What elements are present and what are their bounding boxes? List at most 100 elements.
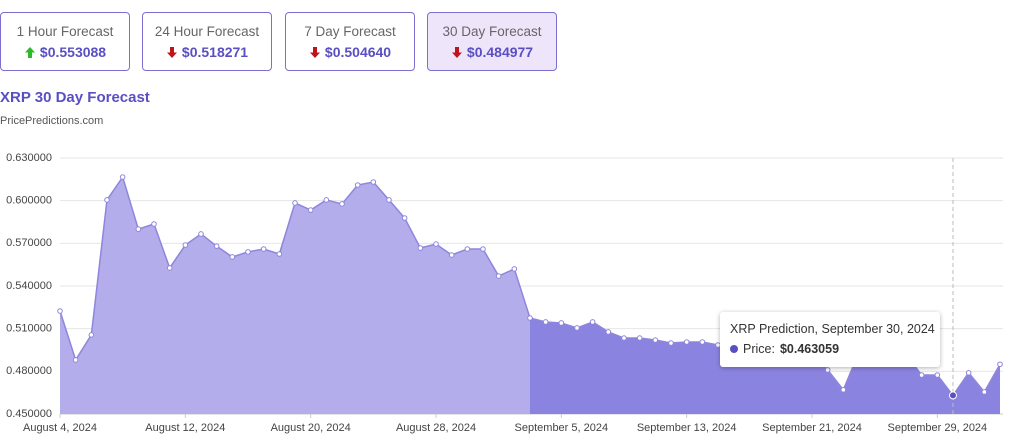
tab-title: 24 Hour Forecast [154,24,260,39]
arrow-down [166,46,177,58]
data-point [934,372,941,378]
data-point [683,339,690,345]
data-point [621,335,627,341]
y-tick-label: 0.600000 [6,195,52,207]
x-tick-label: September 21, 2024 [762,422,862,434]
data-point [182,242,189,248]
arrow-shape [166,46,177,58]
data-point [824,367,831,373]
arrow-down [451,46,462,58]
tab-value: $0.518271 [181,44,249,60]
data-point [213,243,220,249]
data-point [605,329,612,335]
tab-value-row: $0.484977 [428,44,556,60]
data-point [292,200,298,206]
arrow-shape [24,46,35,58]
data-point [119,174,126,180]
data-point [511,266,518,272]
history-area [60,177,530,414]
data-point [433,241,439,247]
tab-value-row: $0.504640 [286,44,414,60]
data-point [495,273,502,279]
data-point [386,197,392,203]
tooltip-title: XRP Prediction, September 30, 2024 [730,322,935,336]
tab-value: $0.553088 [39,44,107,60]
data-point [448,252,455,258]
data-point [480,246,486,252]
x-tick-label: August 12, 2024 [145,422,225,434]
arrow-up [24,46,35,58]
data-point [417,245,424,251]
data-point [276,251,283,257]
data-point [401,215,408,221]
tab-value: $0.504640 [324,44,392,60]
tab-value-row: $0.518271 [143,44,271,60]
data-point [57,308,63,314]
x-tick-label: September 5, 2024 [515,422,609,434]
tooltip-row: Price: $0.463059 [730,342,839,356]
tooltip: XRP Prediction, September 30, 2024 Price… [720,312,940,367]
data-point [949,391,957,400]
x-tick-label: August 4, 2024 [23,422,97,434]
y-tick-label: 0.450000 [6,408,52,420]
data-point [135,226,142,232]
y-tick-label: 0.570000 [6,237,52,249]
data-point [636,335,643,341]
data-point [464,246,471,252]
data-point [307,207,314,213]
tab-value-row: $0.553088 [1,44,129,60]
tab-value: $0.484977 [466,44,534,60]
y-tick-label: 0.510000 [6,323,52,335]
chart-title: XRP 30 Day Forecast [0,89,150,106]
data-point [166,265,173,271]
data-point [198,231,204,237]
data-point [981,389,988,395]
arrow-shape [309,46,320,58]
data-point [72,357,79,363]
y-tick-label: 0.540000 [6,280,52,292]
x-tick-label: September 13, 2024 [637,422,737,434]
data-point [323,197,330,203]
data-point [260,246,267,252]
data-point [918,372,925,378]
data-point [104,197,110,203]
forecast-tab[interactable]: 30 Day Forecast $0.484977 [427,12,557,71]
tooltip-value: $0.463059 [779,342,840,356]
data-point [589,319,596,325]
forecast-tab[interactable]: 24 Hour Forecast $0.518271 [142,12,272,71]
chart-subtitle: PricePredictions.com [0,115,104,127]
y-tick-label: 0.630000 [6,152,52,164]
data-point [574,325,580,331]
x-tick-label: August 20, 2024 [271,422,351,434]
x-tick-label: September 29, 2024 [887,422,987,434]
data-point [558,320,565,326]
data-point [245,249,251,255]
data-point [151,221,157,227]
data-point [229,254,236,260]
tooltip-label: Price: [743,342,775,356]
y-tick-label: 0.480000 [6,365,52,377]
tooltip-dot [730,345,738,353]
tab-title: 1 Hour Forecast [16,24,114,39]
data-point [88,332,95,338]
data-point [965,369,972,376]
arrow-down [309,46,320,58]
data-point [542,319,549,325]
data-point [527,315,533,321]
x-tick-label: August 28, 2024 [396,422,476,434]
data-point [339,201,345,207]
data-point [840,387,847,393]
data-point [699,339,706,345]
arrow-shape [451,46,462,58]
data-point [668,340,674,346]
tab-title: 30 Day Forecast [442,24,542,39]
data-point [997,361,1003,368]
data-point [652,337,659,343]
data-point [370,179,377,185]
data-point [354,182,361,188]
forecast-tab[interactable]: 1 Hour Forecast $0.553088 [0,12,130,71]
tab-title: 7 Day Forecast [304,24,396,39]
forecast-tab[interactable]: 7 Day Forecast $0.504640 [285,12,415,71]
